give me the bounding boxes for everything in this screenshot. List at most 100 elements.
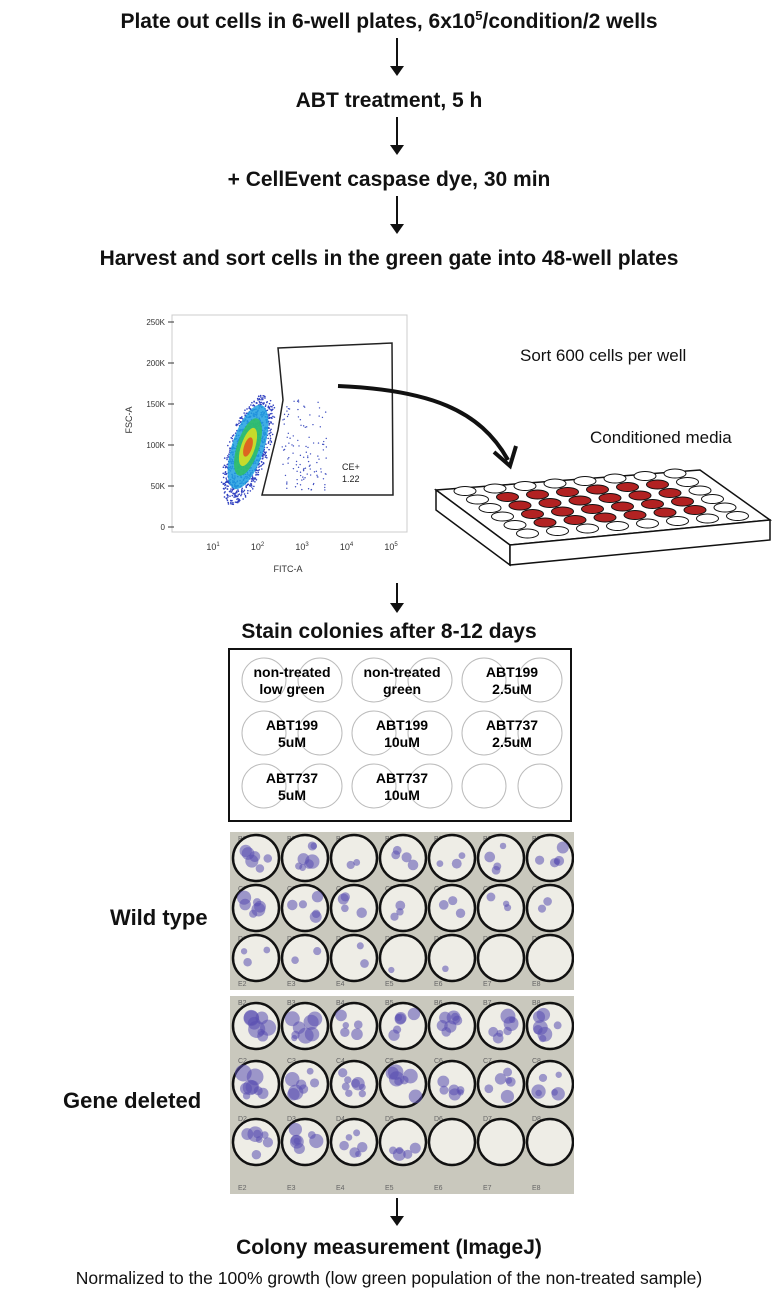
well-circle (297, 763, 343, 809)
event-dot (309, 464, 311, 466)
event-dot (229, 495, 231, 498)
event-dot (267, 405, 270, 408)
event-dot (292, 445, 295, 447)
event-dot (244, 494, 247, 497)
event-dot (250, 483, 252, 485)
well-id: D2 (238, 1116, 247, 1123)
event-dot (240, 420, 242, 423)
event-dot (245, 412, 248, 415)
colony (310, 842, 318, 850)
colony (436, 860, 444, 868)
well-conditioned-media (616, 482, 639, 492)
photo-well (427, 833, 477, 883)
well-id: E5 (385, 981, 394, 988)
colony (340, 1027, 350, 1037)
well-circle (351, 657, 397, 703)
event-dot (224, 471, 227, 473)
condition-label: ABT737 (486, 717, 538, 733)
colony (360, 959, 369, 968)
event-dot (256, 397, 259, 400)
colony (262, 1137, 274, 1148)
colony (356, 942, 364, 950)
colony (353, 1129, 361, 1137)
event-dot (286, 415, 289, 418)
event-dot (303, 405, 305, 407)
colony (237, 890, 252, 905)
well-id: C7 (483, 1058, 492, 1065)
colony (309, 1078, 320, 1088)
event-dot (306, 473, 308, 475)
colony (555, 1071, 562, 1078)
event-dot (309, 453, 312, 455)
event-dot (317, 455, 319, 457)
event-dot (224, 473, 226, 475)
event-dot (271, 433, 274, 436)
well-conditioned-media (521, 509, 544, 519)
colony (346, 860, 355, 870)
photo-well (476, 833, 526, 883)
well-id: D3 (287, 1116, 296, 1123)
colony (451, 858, 462, 869)
colony (340, 892, 350, 902)
colony (358, 1090, 366, 1098)
well (636, 518, 659, 529)
event-dot (269, 435, 272, 437)
event-dot (220, 481, 223, 484)
event-dot (251, 488, 254, 490)
well-conditioned-media (586, 484, 609, 495)
colony (409, 1142, 421, 1154)
event-dot (262, 394, 264, 397)
event-dot (310, 488, 313, 491)
colony (353, 859, 361, 866)
condition-label: low green (259, 681, 324, 697)
colony (391, 850, 401, 860)
event-dot (265, 401, 268, 404)
well-id: D4 (336, 1116, 345, 1123)
event-dot (232, 434, 235, 436)
event-dot (242, 498, 244, 500)
event-dot (236, 423, 239, 426)
well-conditioned-media (593, 512, 617, 523)
event-dot (229, 447, 231, 449)
event-dot (234, 494, 237, 496)
event-dot (222, 472, 225, 475)
event-dot (253, 401, 255, 403)
event-dot (229, 449, 231, 451)
event-dot (302, 456, 305, 458)
event-dot (264, 397, 266, 399)
condition-label: 10uM (384, 787, 420, 803)
wild-type-plate-photo: B2B3B4B5B6B7B8C2C3C4C5C6C7C8D2D3D4D5D6D7… (230, 832, 574, 990)
colony (259, 1019, 277, 1036)
photo-well (231, 933, 281, 983)
event-dot (322, 449, 325, 451)
event-dot (282, 463, 284, 466)
well (453, 486, 477, 496)
well (543, 478, 567, 489)
event-dot (299, 471, 302, 473)
gene-deleted-plate-photo: B2 B3 B4 B5 B6 B7 B8 C2 C3 C4 C5 C6 C7 C8 D2 D3 D4 D5 D6 D7… (230, 996, 574, 1194)
event-dot (324, 489, 326, 491)
colony (486, 892, 496, 902)
well-circle (351, 763, 397, 809)
well-id: E4 (336, 1185, 345, 1192)
event-dot (223, 457, 226, 459)
event-dot (265, 454, 268, 457)
event-dot (288, 457, 290, 459)
event-dot (264, 454, 266, 456)
event-dot (260, 398, 262, 401)
event-dot (258, 398, 261, 400)
event-dot (297, 399, 300, 401)
x-tick-label: 102 (251, 542, 265, 552)
event-dot (299, 454, 302, 457)
colony (551, 1087, 565, 1101)
colony (537, 904, 547, 913)
event-dot (292, 452, 294, 454)
well (576, 523, 599, 534)
event-dot (245, 485, 247, 487)
event-dot (224, 466, 227, 469)
event-dot (287, 432, 290, 435)
colony (261, 1131, 269, 1139)
event-dot (224, 487, 227, 489)
event-dot (258, 469, 261, 471)
event-dot (291, 444, 293, 446)
